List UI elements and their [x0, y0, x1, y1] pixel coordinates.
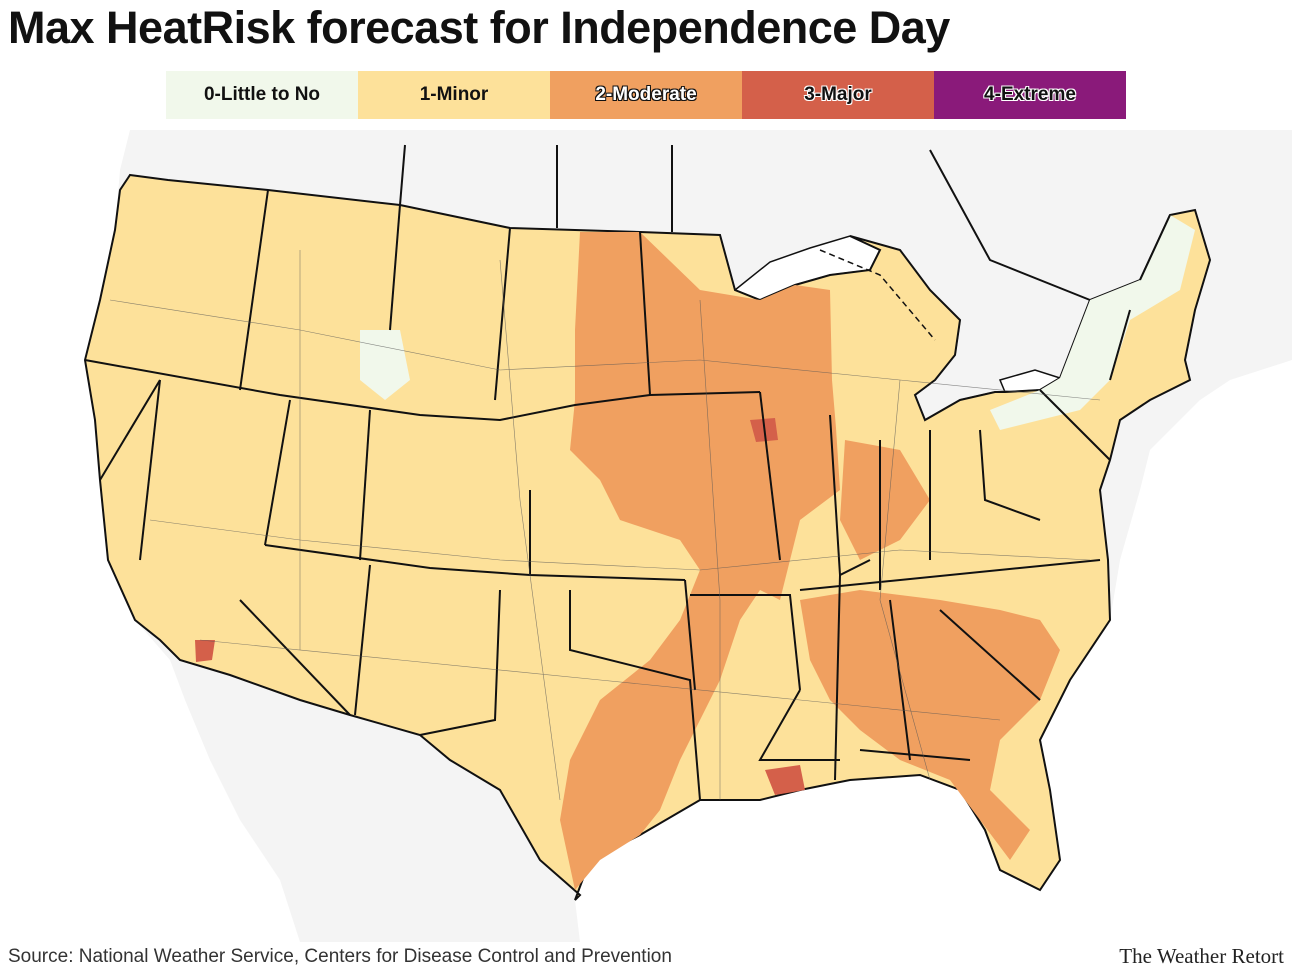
legend-label-moderate: 2-Moderate: [595, 84, 697, 105]
map-title: Max HeatRisk forecast for Independence D…: [8, 2, 950, 53]
legend-label-minor: 1-Minor: [419, 84, 489, 105]
country-borders: [399, 144, 1171, 301]
michigan-upper-peninsula-line: [819, 249, 936, 341]
legend-label-little-to-no: 0-Little to No: [203, 84, 321, 105]
gulf-of-mexico: [575, 360, 1292, 942]
heatrisk-map: [0, 130, 1292, 942]
moderate-zone-ohio-valley: [840, 440, 930, 560]
major-spot-louisiana: [765, 765, 805, 795]
heatrisk-legend: 0-Little to No 1-Minor 2-Moderate 3-Majo…: [166, 71, 1126, 119]
legend-item-major: 3-Major: [742, 71, 934, 119]
legend-item-minor: 1-Minor: [358, 71, 550, 119]
major-spot-arizona: [195, 640, 215, 662]
brand-name: The Weather Retort: [1119, 944, 1284, 968]
legend-item-little-to-no: 0-Little to No: [166, 71, 358, 119]
state-borders: [84, 189, 1131, 801]
source-credit: Source: National Weather Service, Center…: [8, 946, 672, 967]
moderate-zone-southeast: [800, 590, 1060, 860]
legend-label-extreme: 4-Extreme: [984, 84, 1076, 105]
pacific-ocean: [0, 130, 300, 942]
legend-item-moderate: 2-Moderate: [550, 71, 742, 119]
legend-item-extreme: 4-Extreme: [934, 71, 1126, 119]
highways: [109, 250, 1101, 801]
legend-label-major: 3-Major: [804, 84, 872, 105]
moderate-zone-plains: [560, 232, 840, 890]
little-to-no-idaho: [360, 330, 410, 400]
little-to-no-northeast: [990, 215, 1195, 430]
